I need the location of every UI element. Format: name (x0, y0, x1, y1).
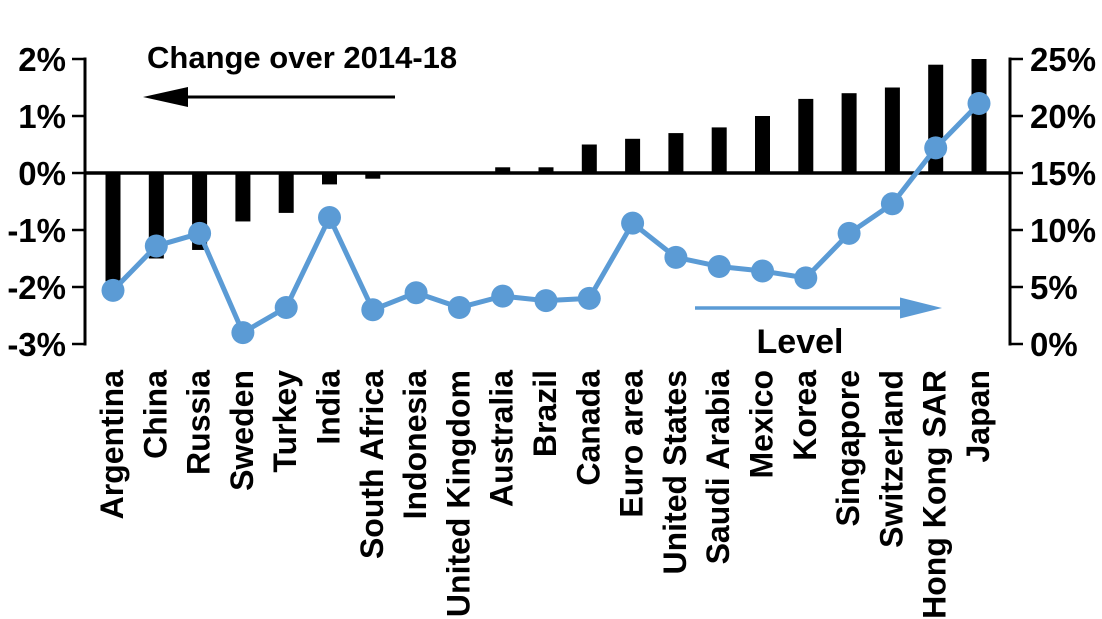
level-dot-south-africa (361, 298, 385, 322)
level-dot-united-states (664, 245, 688, 269)
country-label-mexico: Mexico (744, 370, 780, 478)
bar-korea (798, 98, 814, 173)
left-axis-tick-label: -3% (7, 326, 66, 363)
country-label-canada: Canada (570, 370, 606, 486)
right-annotation-label: Level (757, 323, 844, 361)
left-axis-tick-label: -2% (7, 269, 66, 306)
country-label-saudi-arabia: Saudi Arabia (700, 370, 736, 565)
country-label-korea: Korea (787, 370, 823, 461)
left-axis-tick-label: 2% (18, 41, 66, 78)
bar-canada (581, 144, 597, 173)
bar-turkey (278, 173, 294, 213)
level-dot-sweden (231, 321, 255, 345)
bar-japan (971, 59, 987, 173)
bar-argentina (105, 173, 121, 282)
bar-saudi-arabia (711, 127, 727, 173)
country-label-sweden: Sweden (224, 370, 260, 491)
level-dot-argentina (101, 278, 125, 302)
country-label-singapore: Singapore (830, 370, 866, 526)
country-label-south-africa: South Africa (354, 370, 390, 559)
left-axis-tick-label: 0% (18, 155, 66, 192)
left-arrow-head-icon (143, 87, 188, 107)
country-label-euro-area: Euro area (614, 370, 650, 518)
bar-india (322, 173, 337, 185)
right-axis-tick-label: 5% (1030, 269, 1078, 306)
country-label-united-kingdom: United Kingdom (440, 370, 476, 617)
country-label-united-states: United States (657, 370, 693, 574)
country-label-india: India (311, 370, 347, 445)
country-label-china: China (137, 370, 173, 459)
level-dot-japan (967, 91, 991, 115)
level-dot-hong-kong-sar (924, 136, 948, 160)
bar-united-states (668, 133, 684, 173)
level-dot-canada (577, 286, 601, 310)
right-axis-tick-label: 10% (1030, 212, 1096, 249)
country-label-argentina: Argentina (94, 370, 130, 520)
right-arrow-head-icon (900, 297, 942, 319)
level-dot-turkey (274, 296, 298, 320)
right-axis-tick-label: 15% (1030, 155, 1096, 192)
bar-singapore (841, 93, 857, 173)
level-dot-mexico (751, 259, 774, 283)
country-label-indonesia: Indonesia (397, 370, 433, 520)
level-dot-united-kingdom (447, 296, 471, 320)
country-label-switzerland: Switzerland (873, 370, 909, 548)
level-dot-switzerland (880, 192, 904, 216)
level-dot-australia (491, 284, 515, 308)
country-label-brazil: Brazil (527, 370, 563, 457)
bar-australia (495, 167, 511, 173)
bar-sweden (235, 173, 251, 222)
level-dot-singapore (837, 221, 861, 245)
level-dot-saudi-arabia (707, 254, 731, 278)
bar-mexico (755, 116, 770, 173)
level-dot-china (144, 234, 168, 258)
bar-switzerland (884, 87, 900, 173)
left-axis-tick-label: 1% (18, 98, 66, 135)
level-dot-russia (188, 221, 212, 245)
right-axis-tick-label: 20% (1030, 98, 1096, 135)
country-label-russia: Russia (181, 370, 217, 475)
country-label-australia: Australia (484, 370, 520, 507)
level-dot-india (318, 205, 341, 229)
left-annotation-label: Change over 2014-18 (147, 40, 457, 75)
left-axis-tick-label: -1% (7, 212, 66, 249)
country-label-turkey: Turkey (267, 370, 303, 473)
right-axis-tick-label: 25% (1030, 41, 1096, 78)
level-dot-brazil (534, 289, 558, 313)
country-label-japan: Japan (960, 370, 996, 462)
level-dot-euro-area (621, 211, 645, 235)
bar-euro-area (625, 138, 641, 173)
bar-brazil (538, 167, 554, 173)
right-axis-tick-label: 0% (1030, 326, 1078, 363)
country-label-hong-kong-sar: Hong Kong SAR (917, 370, 953, 619)
level-dot-korea (794, 266, 818, 290)
level-dot-indonesia (404, 281, 428, 305)
bar-south-africa (365, 173, 381, 179)
